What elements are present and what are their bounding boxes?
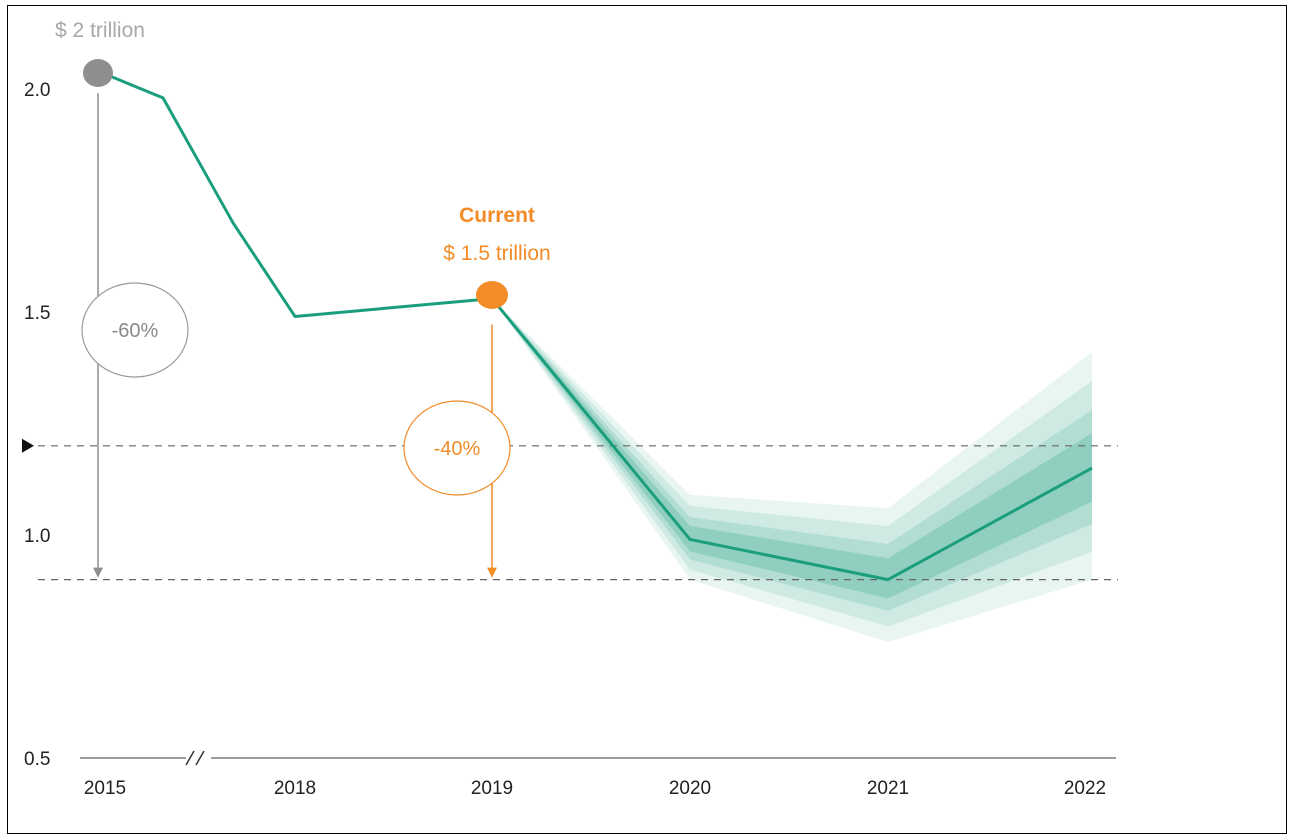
markers (83, 59, 508, 309)
arrow-down-icon (93, 567, 103, 578)
band-layer-3 (492, 298, 1092, 611)
y-tick-label: 1.0 (24, 526, 50, 547)
x-axis (80, 750, 1116, 766)
arrow-down-icon (487, 567, 497, 578)
start-value-label: $ 2 trillion (55, 19, 145, 42)
current-point-marker (476, 281, 508, 309)
y-tick-label: 2.0 (24, 80, 50, 101)
x-tick-label: 2019 (471, 778, 513, 799)
axis-break-mark-1 (185, 750, 195, 766)
x-tick-label: 2018 (274, 778, 316, 799)
x-tick-label: 2020 (669, 778, 711, 799)
band-layer-1 (492, 298, 1092, 643)
drop-percent-grey: -60% (112, 320, 159, 342)
chart-frame (7, 5, 1287, 834)
reference-marker-icon (22, 438, 34, 453)
current-label: Current (459, 204, 535, 227)
start-point-marker (83, 59, 113, 87)
y-tick-label: 1.5 (24, 303, 50, 324)
percent-circle-grey (81, 282, 189, 378)
uncertainty-band (492, 298, 1092, 643)
axis-break-mark-2 (195, 750, 205, 766)
reference-lines (22, 438, 1118, 581)
drop-percent-orange: -40% (434, 438, 481, 460)
labels: 2015 2018 2019 2020 2021 2022 0.5 1.0 1.5 2.0 $ 2 … (24, 19, 1106, 799)
percent-circle-orange (403, 400, 511, 496)
series-line (97, 69, 1093, 582)
x-tick-label: 2021 (867, 778, 909, 799)
band-layer-2 (492, 298, 1092, 627)
current-value-label: $ 1.5 trillion (443, 242, 550, 265)
y-tick-label: 0.5 (24, 749, 50, 770)
x-tick-label: 2015 (84, 778, 126, 799)
drop-arrows (81, 93, 511, 578)
series-polyline (97, 69, 1093, 582)
x-tick-label: 2022 (1064, 778, 1106, 799)
band-layer-4 (492, 298, 1092, 599)
